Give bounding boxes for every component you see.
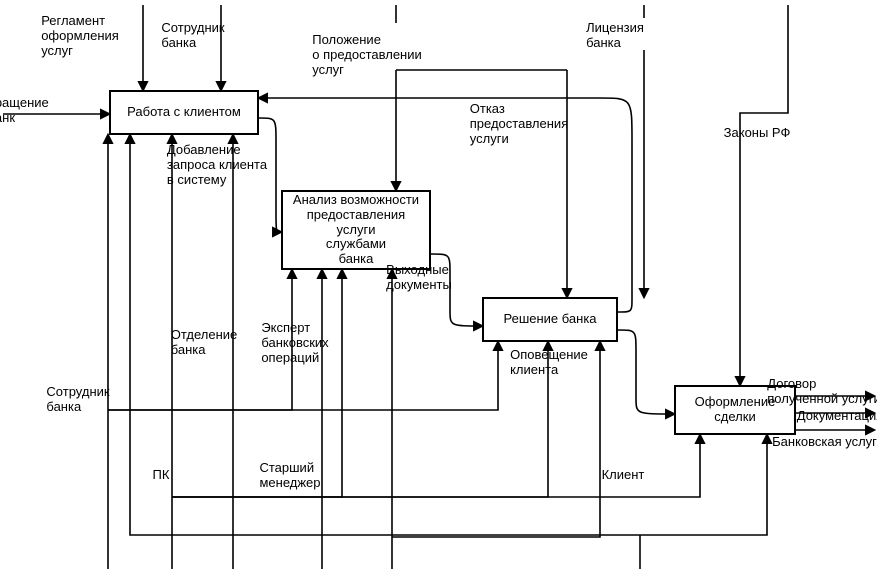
label-l_otkaz: Отказ предоставления услуги [470, 102, 568, 147]
edge-e_b3_b4_c [618, 330, 674, 414]
label-l_dogovor: Договор полученной услуги [767, 377, 877, 407]
diagram-canvas: Работа с клиентом Анализ возможности пред… [0, 0, 877, 577]
label-l_pk: ПК [153, 468, 170, 483]
label-l_doc: Документация [797, 409, 877, 424]
label-l_reglament: Регламент оформления услуг [41, 14, 119, 59]
label-l_zakony: Законы РФ [724, 126, 791, 141]
label-l_otdel: Отделение банка [171, 328, 238, 358]
edge-e_zakony [740, 5, 788, 385]
label-l_opov: Оповещение клиента [510, 348, 588, 378]
label-l_client: Клиент [602, 468, 645, 483]
box-label: Работа с клиентом [127, 105, 241, 120]
process-box-b3: Решение банка [482, 297, 618, 342]
box-label: Решение банка [503, 312, 596, 327]
label-l_obr: Обращение в банк [0, 96, 49, 126]
label-l_sotrudnik_t: Сотрудник банка [161, 21, 224, 51]
label-l_polozhenie: Положение о предоставлении услуг [312, 33, 422, 78]
edge-e_pk_b4 [172, 435, 700, 497]
label-l_bank_usl: Банковская услуга [772, 435, 877, 450]
label-l_vyh: Выходные документы [386, 263, 452, 293]
edge-e_client_b4 [640, 435, 767, 535]
label-l_sotrudnik_b: Сотрудник банка [46, 385, 109, 415]
edge-e_pk_b3 [172, 342, 548, 497]
box-label: Анализ возможности предоставления услуги… [293, 193, 419, 268]
label-l_add: Добавление запроса клиента в систему [167, 143, 267, 188]
label-l_expert: Эксперт банковских операций [261, 321, 328, 366]
process-box-b2: Анализ возможности предоставления услуги… [281, 190, 431, 270]
label-l_starsh: Старший менеджер [259, 461, 320, 491]
label-l_license: Лицензия банка [586, 21, 644, 51]
box-label: Оформление сделки [695, 395, 776, 425]
process-box-b1: Работа с клиентом [109, 90, 259, 135]
